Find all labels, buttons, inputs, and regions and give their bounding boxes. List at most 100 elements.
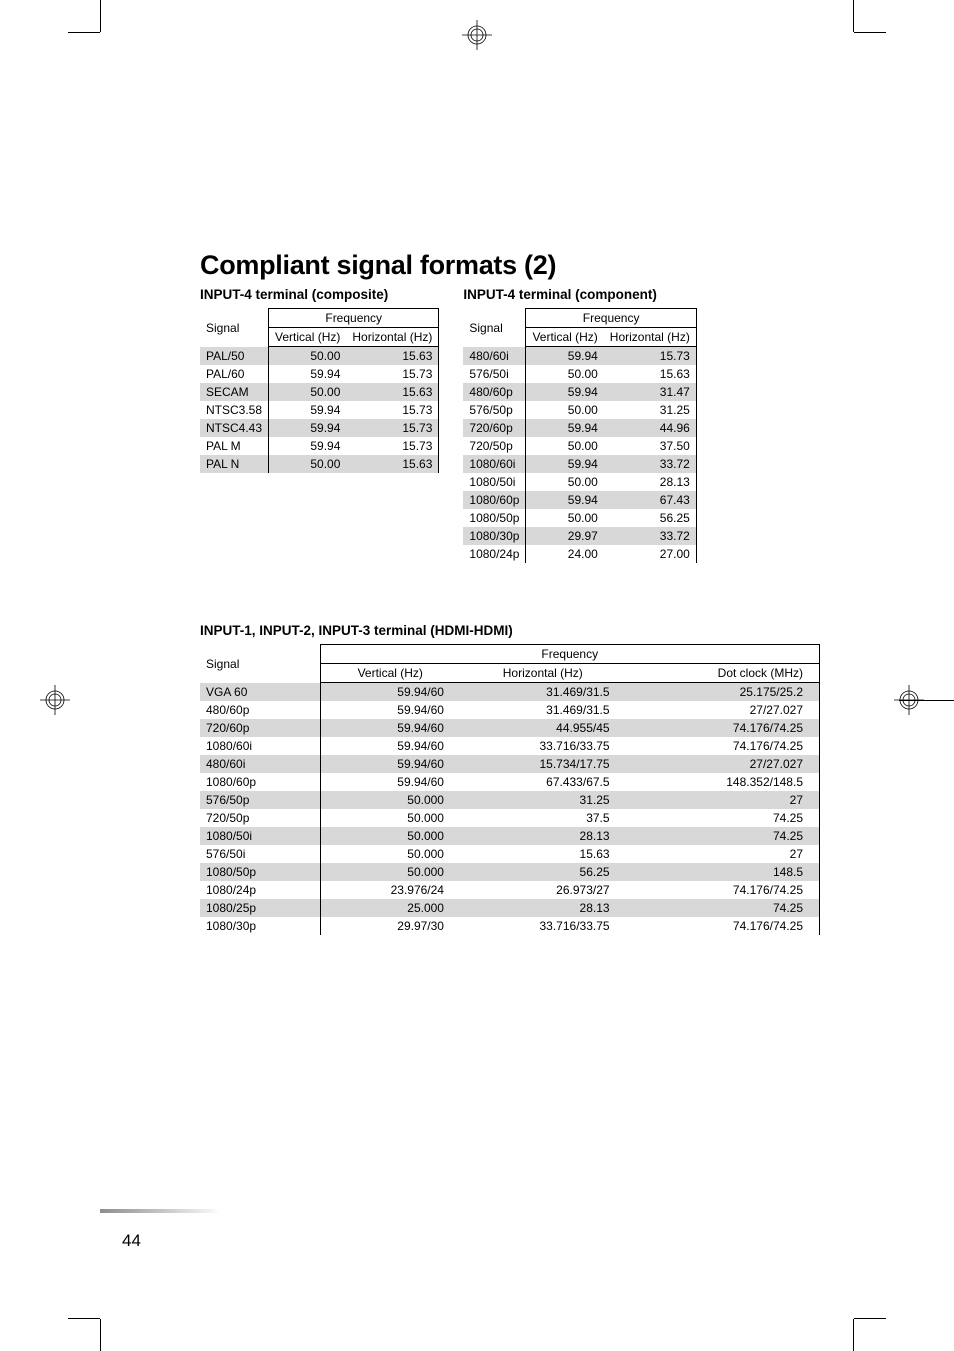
col-header-signal: Signal [200,645,320,683]
table-row: 1080/50p50.0056.25 [463,509,696,527]
table-cell: 1080/50i [463,473,526,491]
table-row: 1080/24p23.976/2426.973/2774.176/74.25 [200,881,820,899]
table-row: 480/60p59.94/6031.469/31.527/27.027 [200,701,820,719]
table-row: 1080/30p29.97/3033.716/33.7574.176/74.25 [200,917,820,935]
table-cell: 25.000 [320,899,460,917]
col-header-signal: Signal [463,309,526,347]
composite-table: Signal Frequency Vertical (Hz) Horizonta… [200,308,439,473]
table-row: 576/50i50.00015.6327 [200,845,820,863]
table-cell: 148.352/148.5 [626,773,820,791]
col-header-frequency: Frequency [526,309,696,328]
crop-mark [899,700,954,701]
table-cell: 67.433/67.5 [460,773,626,791]
table-cell: 50.00 [269,455,347,473]
table-cell: PAL M [200,437,269,455]
table-cell: 1080/50p [200,863,320,881]
table-cell: 15.63 [346,455,439,473]
table-cell: 50.000 [320,791,460,809]
table-cell: 480/60p [200,701,320,719]
table-cell: 576/50i [200,845,320,863]
col-header-horizontal: Horizontal (Hz) [460,664,626,683]
table-row: 576/50i50.0015.63 [463,365,696,383]
table-cell: 1080/60i [463,455,526,473]
table-cell: 74.25 [626,827,820,845]
content-area: Compliant signal formats (2) INPUT-4 ter… [200,250,820,935]
table-cell: 15.63 [460,845,626,863]
hdmi-heading: INPUT-1, INPUT-2, INPUT-3 terminal (HDMI… [200,623,820,638]
table-cell: 1080/30p [463,527,526,545]
registration-mark-icon [40,685,70,715]
table-cell: 28.13 [460,899,626,917]
table-row: NTSC3.5859.9415.73 [200,401,439,419]
table-cell: 27 [626,845,820,863]
crop-mark [853,1319,854,1351]
table-cell: 15.73 [346,365,439,383]
table-cell: 59.94/60 [320,773,460,791]
crop-mark [68,1318,100,1319]
table-cell: 576/50p [463,401,526,419]
table-cell: 720/50p [200,809,320,827]
table-cell: 44.96 [604,419,697,437]
table-row: SECAM50.0015.63 [200,383,439,401]
crop-mark [853,0,854,32]
table-row: 576/50p50.00031.2527 [200,791,820,809]
table-cell: 50.00 [526,509,604,527]
table-cell: 44.955/45 [460,719,626,737]
table-cell: 24.00 [526,545,604,563]
table-cell: 480/60p [463,383,526,401]
table-cell: 31.25 [604,401,697,419]
col-header-frequency: Frequency [269,309,439,328]
table-cell: PAL/50 [200,347,269,366]
table-cell: 1080/25p [200,899,320,917]
table-cell: 59.94/60 [320,701,460,719]
table-cell: 15.73 [346,419,439,437]
table-cell: 27/27.027 [626,755,820,773]
table-cell: 50.00 [269,383,347,401]
table-cell: 31.47 [604,383,697,401]
table-cell: 15.73 [604,347,697,366]
table-cell: 50.000 [320,809,460,827]
table-cell: 67.43 [604,491,697,509]
table-cell: 28.13 [604,473,697,491]
table-cell: 50.00 [269,347,347,366]
component-tbody: 480/60i59.9415.73576/50i50.0015.63480/60… [463,347,696,564]
crop-mark [100,1319,101,1351]
table-cell: 59.94/60 [320,719,460,737]
table-cell: 33.716/33.75 [460,737,626,755]
crop-mark [854,32,886,33]
table-cell: 50.00 [526,437,604,455]
table-row: 1080/50p50.00056.25148.5 [200,863,820,881]
registration-mark-icon [462,20,492,50]
table-cell: 26.973/27 [460,881,626,899]
table-cell: 31.469/31.5 [460,701,626,719]
table-cell: 1080/50p [463,509,526,527]
table-row: PAL/6059.9415.73 [200,365,439,383]
table-cell: 74.25 [626,809,820,827]
table-cell: 29.97/30 [320,917,460,935]
table-cell: 59.94 [269,437,347,455]
two-column-layout: INPUT-4 terminal (composite) Signal Freq… [200,287,820,563]
table-cell: 50.000 [320,863,460,881]
table-cell: 1080/24p [463,545,526,563]
table-row: NTSC4.4359.9415.73 [200,419,439,437]
table-cell: 31.25 [460,791,626,809]
table-cell: 59.94 [526,491,604,509]
table-row: 1080/60p59.94/6067.433/67.5148.352/148.5 [200,773,820,791]
table-cell: 59.94 [526,455,604,473]
col-header-horizontal: Horizontal (Hz) [346,328,439,347]
col-header-frequency: Frequency [320,645,820,664]
table-cell: 56.25 [604,509,697,527]
crop-mark [68,32,100,33]
table-cell: 74.25 [626,899,820,917]
table-cell: 15.734/17.75 [460,755,626,773]
crop-mark [100,0,101,32]
table-cell: 27.00 [604,545,697,563]
table-cell: 33.716/33.75 [460,917,626,935]
table-cell: 50.00 [526,401,604,419]
table-cell: SECAM [200,383,269,401]
table-cell: 480/60i [200,755,320,773]
table-cell: VGA 60 [200,683,320,702]
table-cell: 720/60p [200,719,320,737]
table-cell: 15.63 [346,383,439,401]
composite-tbody: PAL/5050.0015.63PAL/6059.9415.73SECAM50.… [200,347,439,474]
